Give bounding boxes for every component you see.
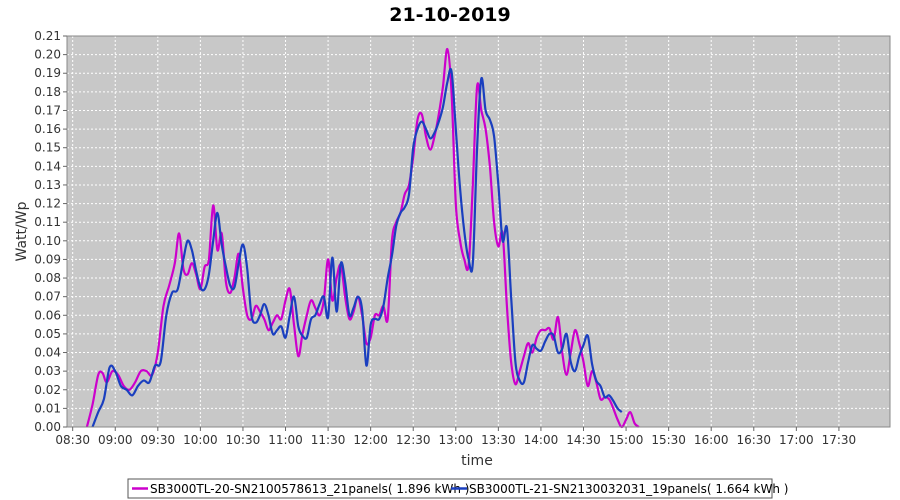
y-tick-label: 0.14 [34, 159, 61, 173]
x-tick-label: 11:30 [311, 433, 346, 447]
y-tick-label: 0.05 [34, 327, 61, 341]
y-tick-label: 0.09 [34, 252, 61, 266]
y-tick-label: 0.10 [34, 234, 61, 248]
series-layer [85, 47, 640, 429]
y-tick-label: 0.08 [34, 271, 61, 285]
x-tick-label: 16:00 [694, 433, 729, 447]
y-tick-label: 0.13 [34, 178, 61, 192]
y-tick-label: 0.02 [34, 383, 61, 397]
y-tick-label: 0.19 [34, 66, 61, 80]
y-tick-label: 0.06 [34, 308, 61, 322]
chart-title: 21-10-2019 [389, 4, 511, 26]
x-tick-label: 15:30 [651, 433, 686, 447]
x-tick-label: 10:30 [226, 433, 261, 447]
x-tick-label: 08:30 [55, 433, 90, 447]
x-tick-label: 11:00 [268, 433, 303, 447]
y-tick-label: 0.00 [34, 420, 61, 434]
y-axis-label: Watt/Wp [14, 201, 30, 261]
y-tick-label: 0.12 [34, 197, 61, 211]
x-tick-label: 13:30 [481, 433, 516, 447]
x-tick-label: 16:30 [736, 433, 771, 447]
y-tick-label: 0.15 [34, 141, 61, 155]
x-tick-label: 10:00 [183, 433, 218, 447]
x-tick-label: 09:30 [141, 433, 176, 447]
x-tick-label: 15:00 [609, 433, 644, 447]
series-line-2 [91, 67, 623, 428]
y-tick-label: 0.16 [34, 122, 61, 136]
x-axis-ticks: 08:30 09:00 09:30 10:00 10:30 11:00 11:30 12:00… [55, 427, 856, 447]
y-tick-label: 0.18 [34, 85, 61, 99]
x-tick-label: 12:00 [353, 433, 388, 447]
y-tick-label: 0.20 [34, 48, 61, 62]
legend-box [127, 478, 773, 499]
y-tick-label: 0.21 [34, 29, 61, 43]
y-tick-label: 0.04 [34, 346, 61, 360]
x-tick-label: 17:30 [822, 433, 857, 447]
x-axis-label: time [461, 453, 493, 469]
x-tick-label: 13:00 [438, 433, 473, 447]
x-tick-label: 14:30 [566, 433, 601, 447]
x-tick-label: 12:30 [396, 433, 431, 447]
x-tick-label: 09:00 [98, 433, 133, 447]
legend-entry-1: SB3000TL-20-SN2100578613_21panels( 1.896… [150, 482, 469, 496]
y-tick-label: 0.11 [34, 215, 61, 229]
plot-border [66, 35, 891, 428]
x-tick-label: 14:00 [524, 433, 559, 447]
legend: SB3000TL-20-SN2100578613_21panels( 1.896… [127, 478, 788, 499]
y-tick-label: 0.03 [34, 364, 61, 378]
y-axis-ticks: 0.00 0.01 0.02 0.03 0.04 0.05 0.06 0.07 0.08 0.09… [34, 29, 67, 434]
y-tick-label: 0.01 [34, 401, 61, 415]
y-tick-label: 0.07 [34, 290, 61, 304]
y-tick-label: 0.17 [34, 103, 61, 117]
legend-entry-2: SB3000TL-21-SN2130032031_19panels( 1.664… [469, 482, 788, 496]
x-tick-label: 17:00 [779, 433, 814, 447]
